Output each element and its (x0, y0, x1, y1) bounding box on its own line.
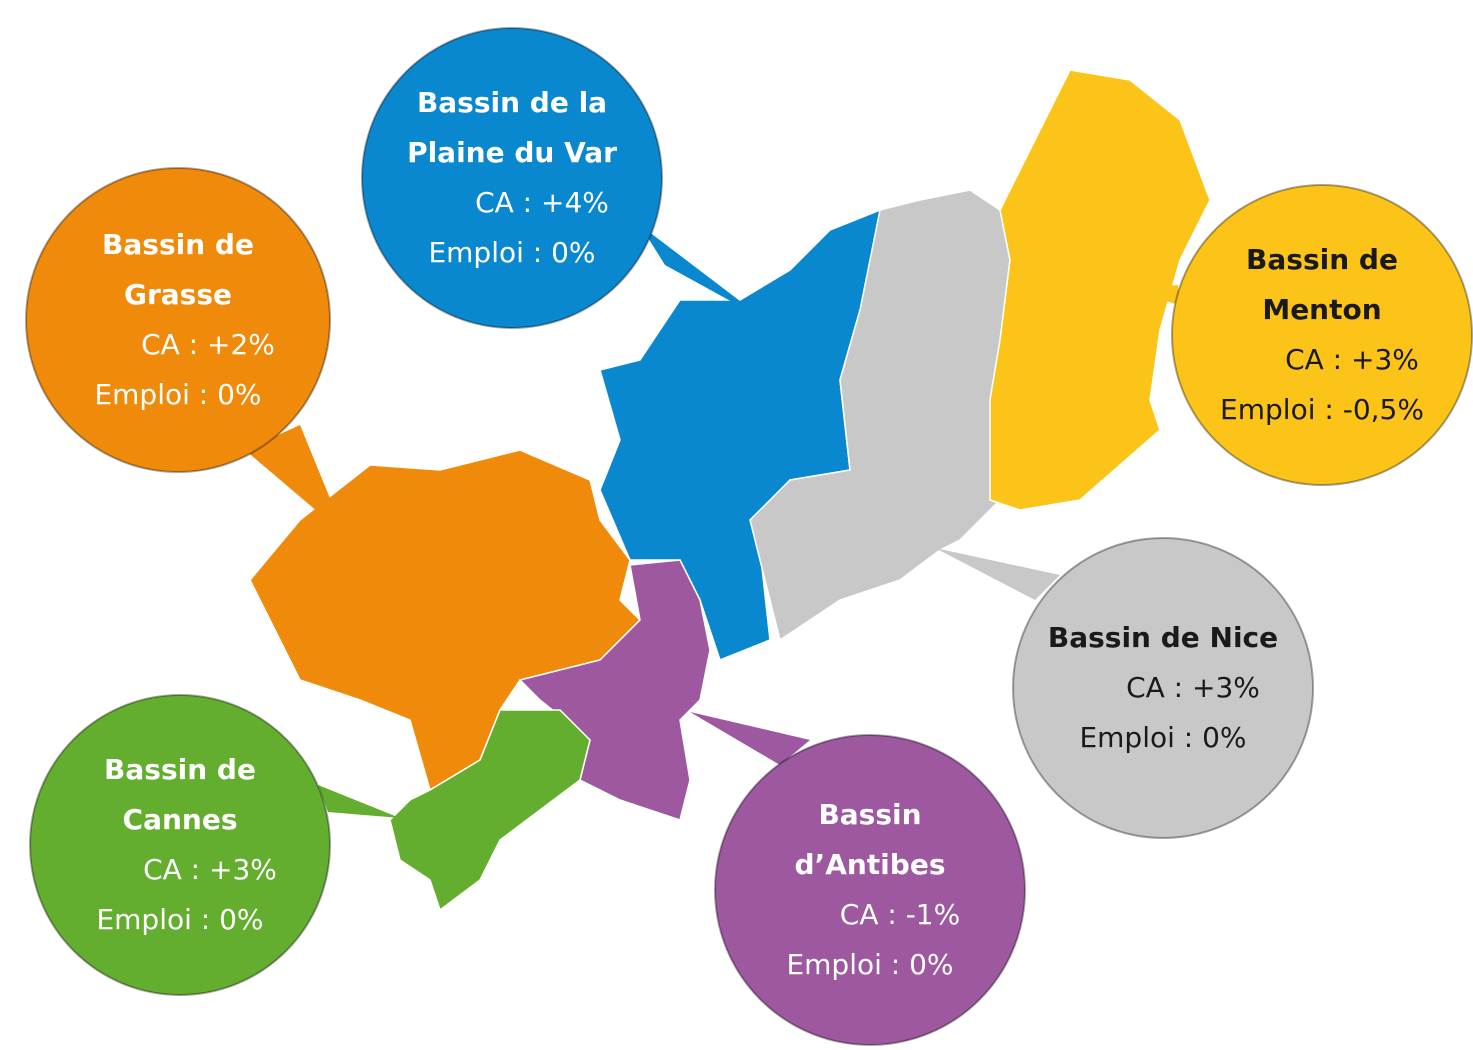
ca-value: CA : -1% (839, 898, 961, 931)
emploi-value: Emploi : 0% (786, 948, 954, 981)
ca-value: CA : +3% (1126, 671, 1260, 704)
region-title: Bassin de (102, 228, 254, 261)
callout-tail (640, 225, 765, 320)
emploi-value: Emploi : 0% (96, 903, 264, 936)
callout-bubble (361, 27, 663, 329)
region-title: Bassin de la (416, 86, 608, 119)
region-title: Menton (1262, 293, 1382, 326)
region-title: Plaine du Var (407, 136, 617, 169)
emploi-value: Emploi : -0,5% (1220, 393, 1424, 426)
callout-bubble (25, 167, 331, 473)
region-title: Bassin (818, 798, 922, 831)
region-title: d’Antibes (794, 848, 946, 881)
callout-text: Bassin de la Plaine du Var CA : +4% Emploi … (362, 78, 662, 278)
region-antibes (518, 559, 711, 821)
ca-value: CA : +3% (1285, 343, 1419, 376)
region-title: Bassin de (1246, 243, 1398, 276)
emploi-value: Emploi : 0% (94, 378, 262, 411)
callout-tail (1125, 285, 1180, 305)
region-cannes (389, 709, 591, 912)
region-title: Bassin de Nice (1047, 621, 1279, 654)
callout-tail (318, 785, 400, 818)
map-regions (249, 69, 1211, 912)
region-title: Cannes (122, 803, 238, 836)
callout-bubble (1171, 184, 1473, 486)
callout-text: Bassin de Nice CA : +3% Emploi : 0% (1013, 613, 1313, 763)
callout-tail (690, 712, 810, 765)
callout-tail (245, 425, 345, 535)
ca-value: CA : +3% (143, 853, 277, 886)
callouts (25, 27, 1473, 1046)
region-title: Grasse (123, 278, 232, 311)
callout-bubble (714, 734, 1026, 1046)
region-menton (989, 69, 1211, 511)
callout-text: Bassin de Grasse CA : +2% Emploi : 0% (26, 220, 330, 420)
emploi-value: Emploi : 0% (1079, 721, 1247, 754)
callout-bubble (29, 694, 331, 996)
callout-text: Bassin de Cannes CA : +3% Emploi : 0% (30, 745, 330, 945)
ca-value: CA : +2% (141, 328, 275, 361)
emploi-value: Emploi : 0% (428, 236, 596, 269)
callout-text: Bassin d’Antibes CA : -1% Emploi : 0% (715, 790, 1025, 990)
region-title: Bassin de (104, 753, 256, 786)
ca-value: CA : +4% (475, 186, 609, 219)
callout-text: Bassin de Menton CA : +3% Emploi : -0,5% (1172, 235, 1472, 435)
callout-tail (935, 548, 1060, 600)
callout-bubble (1012, 537, 1314, 839)
